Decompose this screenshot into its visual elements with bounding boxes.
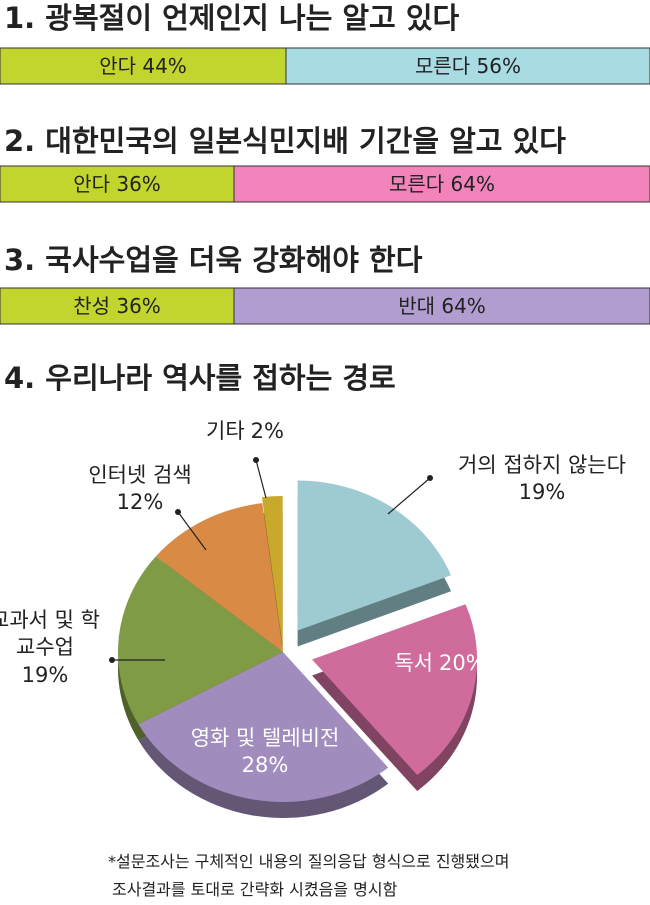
slice-label: 영화 및 텔레비전 28%	[150, 725, 380, 780]
category-label: 찬성	[73, 294, 110, 318]
category-label: 독서	[394, 651, 433, 675]
chart-title: 1. 광복절이 언제인지 나는 알고 있다	[4, 1, 460, 35]
category-label: 교과서 및 학교수업	[0, 608, 100, 660]
value-label: 19%	[21, 662, 69, 687]
pie-slice	[312, 604, 478, 776]
bar-label: 모른다 64%	[389, 172, 495, 196]
category-label: 모른다	[415, 54, 470, 78]
pie-slice	[261, 496, 283, 647]
category-label: 거의 접하지 않는다	[458, 453, 626, 477]
value-label: 64%	[441, 294, 485, 318]
category-label: 영화 및 텔레비전	[190, 726, 340, 750]
value-label: 64%	[451, 172, 495, 196]
footnote: 조사결과를 토대로 간략화 시켰음을 명시함	[112, 880, 398, 899]
category-label: 안다	[73, 172, 110, 196]
footnote: *설문조사는 구체적인 내용의 질의응답 형식으로 진행됐으며	[108, 852, 510, 871]
leader-line	[387, 477, 431, 515]
value-label: 36%	[116, 172, 160, 196]
bar-segment	[0, 47, 287, 85]
bar-segment	[285, 47, 650, 85]
slice-label: 교과서 및 학교수업 19%	[0, 607, 100, 689]
category-label: 인터넷 검색	[88, 463, 192, 487]
category-label: 모른다	[389, 172, 444, 196]
slice-label: 거의 접하지 않는다 19%	[432, 452, 650, 507]
bar-label: 찬성 36%	[73, 294, 161, 318]
chart-title: 4. 우리나라 역사를 접하는 경로	[4, 361, 396, 395]
category-label: 안다	[99, 54, 136, 78]
bar-label: 안다 44%	[99, 54, 187, 78]
slice-label: 기타 2%	[185, 418, 305, 445]
bar-segment	[0, 165, 235, 203]
value-label: 12%	[116, 490, 164, 515]
pie-slice	[297, 480, 452, 631]
leader-dot	[427, 475, 433, 481]
pie-slice	[118, 556, 283, 725]
bar-label: 안다 36%	[73, 172, 161, 196]
leader-line	[255, 459, 267, 499]
value-label: 19%	[518, 480, 566, 505]
value-label: 2%	[250, 419, 284, 443]
slice-label: 독서 20%	[360, 650, 520, 677]
value-label: 28%	[241, 753, 289, 778]
value-label: 56%	[477, 54, 521, 78]
category-label: 반대	[398, 294, 435, 318]
chart-title: 2. 대한민국의 일본식민지배 기간을 알고 있다	[4, 124, 566, 158]
pie-slice	[138, 652, 389, 803]
leader-dot	[109, 657, 115, 663]
bar-label: 모른다 56%	[415, 54, 521, 78]
pie-slice	[155, 503, 283, 652]
category-label: 기타	[206, 419, 245, 443]
leader-line	[177, 511, 207, 551]
leader-dot	[175, 509, 181, 515]
value-label: 44%	[142, 54, 186, 78]
slice-label: 인터넷 검색 12%	[60, 462, 220, 517]
chart-title: 3. 국사수업을 더욱 강화해야 한다	[4, 243, 423, 277]
bar-segment	[233, 165, 650, 203]
bar-segment	[233, 287, 650, 325]
value-label: 20%	[438, 651, 486, 675]
value-label: 36%	[116, 294, 160, 318]
bar-label: 반대 64%	[398, 294, 486, 318]
leader-dot	[253, 457, 259, 463]
